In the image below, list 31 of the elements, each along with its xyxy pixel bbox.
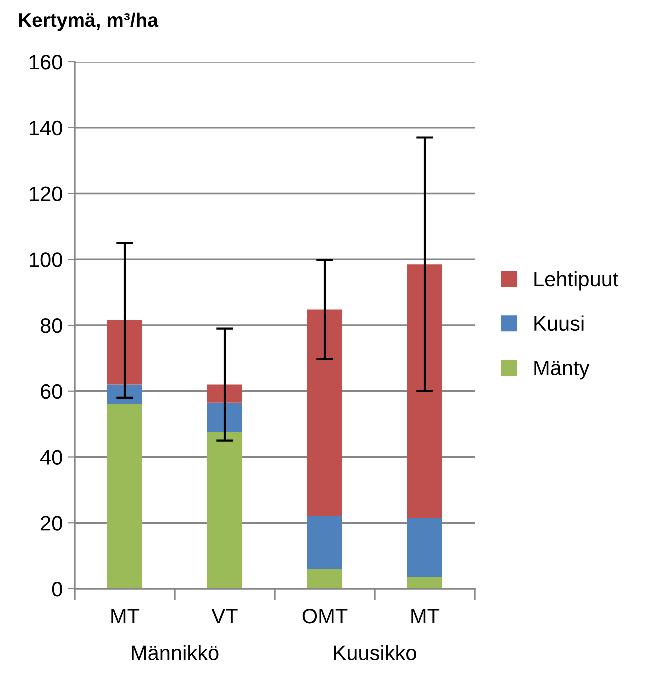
bar [408, 577, 442, 589]
x-tick-label: MT [112, 609, 140, 624]
bar [308, 569, 342, 589]
bar [108, 384, 142, 405]
y-axis-title: Kertymä, m³/ha [19, 12, 159, 32]
y-tick-label: 140 [30, 120, 62, 136]
bar [108, 404, 142, 589]
y-tick-label: 0 [52, 582, 62, 597]
bar [308, 516, 342, 570]
bar [208, 384, 242, 403]
y-tick-label: 20 [41, 516, 62, 531]
legend-label: Kuusi [534, 316, 584, 332]
bar [308, 310, 342, 517]
text: Männikkö [132, 645, 219, 660]
y-tick-label: 100 [30, 252, 62, 268]
bar [208, 402, 242, 433]
y-tick-label: 40 [40, 450, 62, 466]
bar [108, 320, 142, 385]
bar [408, 518, 442, 578]
legend-label: Mänty [534, 360, 590, 380]
bar [208, 432, 242, 589]
text: Kuusikko [334, 645, 416, 660]
y-tick-label: 120 [30, 186, 62, 202]
bar [408, 264, 442, 518]
y-tick-label: 80 [40, 318, 62, 334]
x-tick-label: VT [212, 609, 238, 624]
x-tick-label: MT [412, 609, 440, 624]
y-tick-label: 160 [30, 55, 62, 70]
x-tick-label: OMT [302, 608, 348, 624]
y-tick-label: 60 [41, 384, 62, 400]
legend-label: Lehtipuut [534, 271, 619, 291]
